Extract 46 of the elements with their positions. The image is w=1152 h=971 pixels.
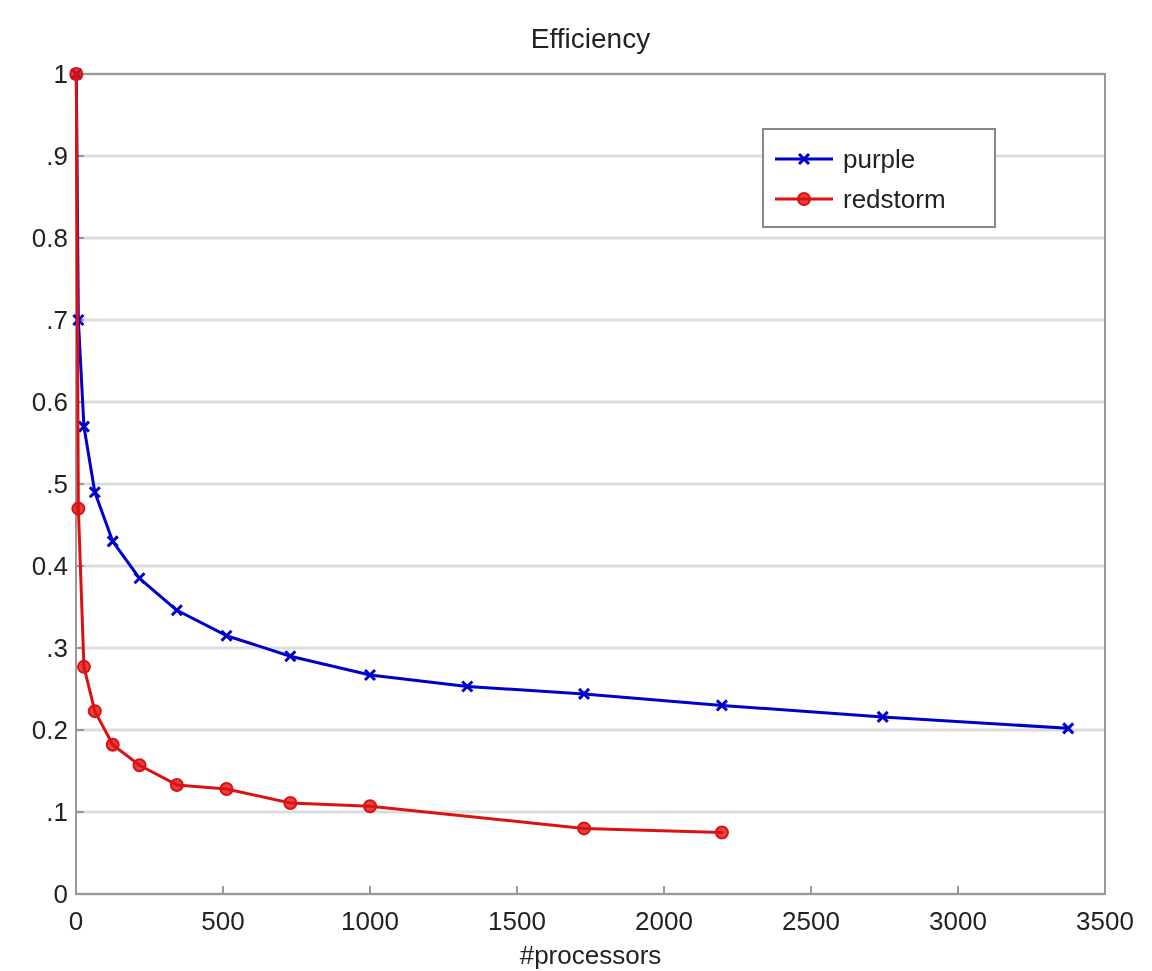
legend-label: redstorm bbox=[843, 184, 946, 214]
y-tick-label: 0.6 bbox=[31, 387, 68, 417]
point bbox=[88, 485, 102, 499]
point bbox=[87, 704, 102, 719]
y-tick-label: .1 bbox=[46, 797, 68, 827]
x-tick-label: 1000 bbox=[341, 906, 399, 936]
point bbox=[577, 687, 591, 701]
y-tick-label: 0.8 bbox=[31, 223, 68, 253]
x-tick-label: 1500 bbox=[488, 906, 546, 936]
point bbox=[876, 710, 890, 724]
point bbox=[714, 825, 729, 840]
y-tick-label: 0.4 bbox=[31, 551, 68, 581]
x-tick-label: 2500 bbox=[782, 906, 840, 936]
point bbox=[715, 698, 729, 712]
point bbox=[169, 777, 184, 792]
point bbox=[283, 649, 297, 663]
point bbox=[132, 758, 147, 773]
point bbox=[170, 603, 184, 617]
point bbox=[577, 821, 592, 836]
y-tick-label: 1 bbox=[53, 59, 68, 89]
point bbox=[76, 659, 91, 674]
y-tick-label: .7 bbox=[46, 305, 68, 335]
point bbox=[219, 782, 234, 797]
x-tick-label: 2000 bbox=[635, 906, 693, 936]
point bbox=[106, 534, 120, 548]
point bbox=[220, 629, 234, 643]
x-axis-title: #processors bbox=[519, 940, 662, 970]
point bbox=[363, 799, 377, 814]
point bbox=[460, 680, 474, 694]
point bbox=[133, 571, 146, 585]
y-tick-label: .3 bbox=[46, 633, 68, 663]
chart-title: Efficiency bbox=[530, 23, 651, 54]
point bbox=[71, 501, 86, 516]
point bbox=[1061, 721, 1075, 735]
y-tick-label: 0 bbox=[53, 879, 68, 909]
x-tick-label: 500 bbox=[201, 906, 245, 936]
point bbox=[105, 737, 120, 752]
y-tick-label: 0.2 bbox=[31, 715, 68, 745]
legend-label: purple bbox=[843, 144, 916, 174]
point bbox=[283, 795, 298, 810]
x-tick-label: 3000 bbox=[929, 906, 987, 936]
point bbox=[77, 420, 91, 434]
y-tick-label: .5 bbox=[46, 469, 68, 499]
y-tick-label: .9 bbox=[46, 141, 68, 171]
point bbox=[363, 668, 377, 682]
x-tick-label: 3500 bbox=[1076, 906, 1134, 936]
